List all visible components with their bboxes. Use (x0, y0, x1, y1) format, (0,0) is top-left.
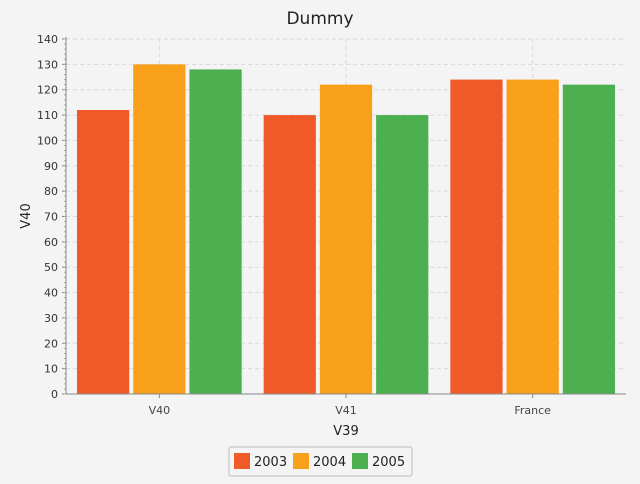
y-axis-label: V40 (19, 203, 34, 228)
bar (562, 84, 615, 395)
bar (77, 110, 130, 394)
x-tick-label: France (514, 404, 551, 417)
y-tick-label: 80 (44, 185, 58, 198)
legend-label: 2005 (372, 455, 405, 470)
bar (133, 64, 186, 394)
y-tick-label: 130 (37, 58, 58, 71)
bar (263, 115, 316, 395)
y-tick-label: 100 (37, 134, 58, 147)
x-tick-label: V40 (149, 404, 171, 417)
bar (506, 79, 559, 395)
x-axis-label: V39 (333, 424, 358, 439)
bar (450, 79, 503, 395)
legend-swatch (352, 453, 368, 469)
axes: 0 10 20 30 40 50 60 70 80 90 100 110 120 130 140 V40 V41… (37, 33, 626, 417)
chart-title: Dummy (286, 9, 353, 29)
y-tick-label: 30 (44, 312, 58, 325)
bar (189, 69, 242, 394)
legend: 2003 2004 2005 (228, 446, 413, 477)
y-tick-label: 140 (37, 33, 58, 46)
y-tick-label: 10 (44, 363, 58, 376)
bar (376, 115, 429, 395)
y-tick-label: 20 (44, 337, 58, 350)
y-tick-label: 40 (44, 287, 58, 300)
y-tick-label: 60 (44, 236, 58, 249)
legend-label: 2003 (254, 455, 287, 470)
x-tick-label: V41 (335, 404, 357, 417)
y-tick-label: 110 (37, 109, 58, 122)
y-tick-label: 70 (44, 211, 58, 224)
y-tick-label: 120 (37, 84, 58, 97)
y-tick-label: 50 (44, 261, 58, 274)
bars (77, 64, 615, 395)
legend-label: 2004 (313, 455, 346, 470)
legend-swatch (234, 453, 250, 469)
y-tick-label: 0 (51, 388, 58, 401)
y-tick-label: 90 (44, 160, 58, 173)
legend-swatch (293, 453, 309, 469)
bar (319, 84, 373, 395)
